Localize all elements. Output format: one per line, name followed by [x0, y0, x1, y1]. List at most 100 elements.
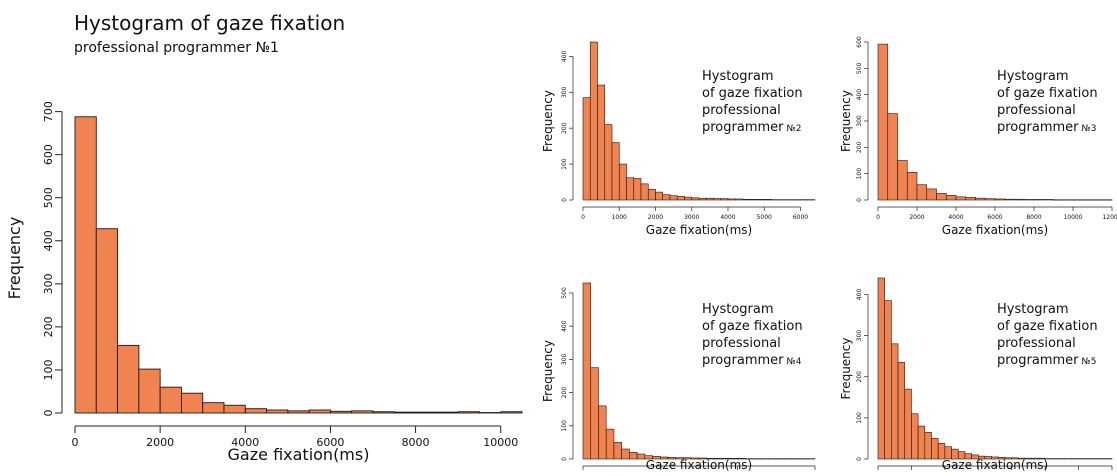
histogram-bar — [656, 192, 663, 200]
histogram-bar — [699, 198, 706, 200]
histogram-bar — [1024, 199, 1034, 200]
histogram-bar — [605, 125, 612, 200]
histogram-bar — [750, 199, 757, 200]
y-tick-label: 300 — [561, 353, 568, 365]
y-tick-label: 200 — [42, 316, 55, 337]
chart-title-number: №5 — [1079, 357, 1097, 367]
y-tick-label: 0 — [856, 457, 863, 461]
histogram-bar — [203, 403, 224, 413]
x-tick-label: 0 — [72, 436, 79, 449]
histogram-bar — [118, 345, 139, 413]
histogram-bar — [946, 195, 956, 200]
chart-title-line: Hystogram — [702, 69, 774, 84]
histogram-bar — [590, 42, 597, 200]
chart-title-line: Hystogram — [997, 302, 1069, 317]
histogram-bar — [692, 198, 699, 200]
histogram-bar — [181, 393, 202, 413]
y-tick-label: 100 — [561, 420, 568, 432]
histogram-bar — [288, 411, 309, 413]
histogram-bar — [591, 368, 599, 459]
x-tick-label: 5000 — [757, 214, 772, 221]
chart-title-line: programmer №5 — [997, 353, 1096, 368]
y-tick-label: 400 — [42, 230, 55, 251]
histogram-bar — [139, 369, 160, 413]
histogram-bar — [938, 443, 945, 459]
histogram-bar — [757, 199, 764, 200]
y-tick-label: 500 — [561, 287, 568, 299]
histogram-bar — [677, 196, 684, 200]
x-tick-label: 0 — [876, 214, 880, 221]
histogram-bar — [1015, 199, 1025, 200]
histogram-bar — [309, 410, 330, 413]
histogram-bar — [885, 301, 892, 459]
histogram-bar — [905, 389, 912, 459]
histogram-bar — [891, 344, 898, 459]
y-tick-label: 100 — [856, 168, 863, 180]
histogram-bar — [598, 406, 606, 459]
histogram-panel-5: 0100200300400010002000300040005000600070… — [839, 278, 1117, 472]
chart-title-number: №2 — [784, 124, 802, 134]
histogram-bar — [911, 414, 918, 459]
x-tick-label: 10000 — [1063, 214, 1082, 221]
histogram-bar — [995, 199, 1005, 200]
histogram-bar — [735, 199, 742, 200]
histogram-bar — [888, 114, 898, 200]
y-tick-label: 400 — [561, 320, 568, 332]
histogram-bar — [1034, 199, 1044, 200]
y-tick-label: 600 — [856, 36, 863, 48]
y-tick-label: 500 — [856, 62, 863, 74]
y-tick-label: 200 — [856, 141, 863, 153]
histogram-bar — [764, 199, 771, 200]
chart-title-line: professional — [997, 336, 1076, 351]
histogram-bar — [1044, 199, 1054, 200]
x-tick-label: 6000 — [987, 214, 1002, 221]
y-tick-label: 500 — [42, 187, 55, 208]
x-axis-label: Gaze fixation(ms) — [942, 223, 1048, 237]
x-tick-label: 3000 — [684, 214, 699, 221]
y-axis-label: Frequency — [541, 90, 555, 152]
histogram-bar — [75, 117, 96, 413]
histogram-bar — [976, 198, 986, 200]
histogram-bar — [627, 178, 634, 200]
histogram-bar — [330, 411, 351, 413]
histogram-bar — [898, 362, 905, 459]
x-axis-label: Gaze fixation(ms) — [646, 458, 752, 472]
histogram-bar — [685, 197, 692, 200]
histogram-bar — [918, 426, 925, 459]
x-tick-label: 8000 — [1026, 214, 1041, 221]
x-axis-label: Gaze fixation(ms) — [228, 445, 370, 464]
x-tick-label: 8000 — [402, 436, 430, 449]
histogram-bar — [458, 412, 479, 413]
chart-title-line: professional — [997, 103, 1076, 118]
histogram-bar — [706, 198, 713, 200]
y-tick-label: 300 — [42, 273, 55, 294]
x-tick-label: 0 — [581, 214, 585, 221]
y-tick-label: 300 — [856, 115, 863, 127]
y-tick-label: 200 — [561, 387, 568, 399]
histogram-bar — [931, 438, 938, 459]
y-tick-label: 700 — [42, 101, 55, 122]
chart-subtitle: professional programmer №1 — [74, 40, 279, 56]
histogram-bar — [622, 449, 630, 459]
histogram-bar — [907, 172, 917, 200]
histogram-bar — [267, 410, 288, 413]
chart-title-line: of gaze fixation — [702, 319, 803, 334]
histogram-bar — [743, 199, 750, 200]
x-tick-label: 1000 — [612, 214, 627, 221]
histogram-bar — [927, 189, 937, 200]
histogram-panel-4: 0100200300400500050001000015000Gaze fixa… — [541, 283, 825, 472]
y-axis-label: Frequency — [839, 338, 853, 400]
histogram-bar — [878, 278, 885, 459]
histogram-bar — [917, 185, 927, 200]
x-axis-label: Gaze fixation(ms) — [646, 223, 752, 237]
y-axis-label: Frequency — [839, 90, 853, 152]
chart-title-line: professional — [702, 103, 781, 118]
y-tick-label: 400 — [856, 289, 863, 301]
histogram-bar — [670, 196, 677, 200]
y-tick-label: 300 — [856, 330, 863, 342]
histogram-bar — [614, 442, 622, 459]
chart-title-line: of gaze fixation — [997, 319, 1098, 334]
